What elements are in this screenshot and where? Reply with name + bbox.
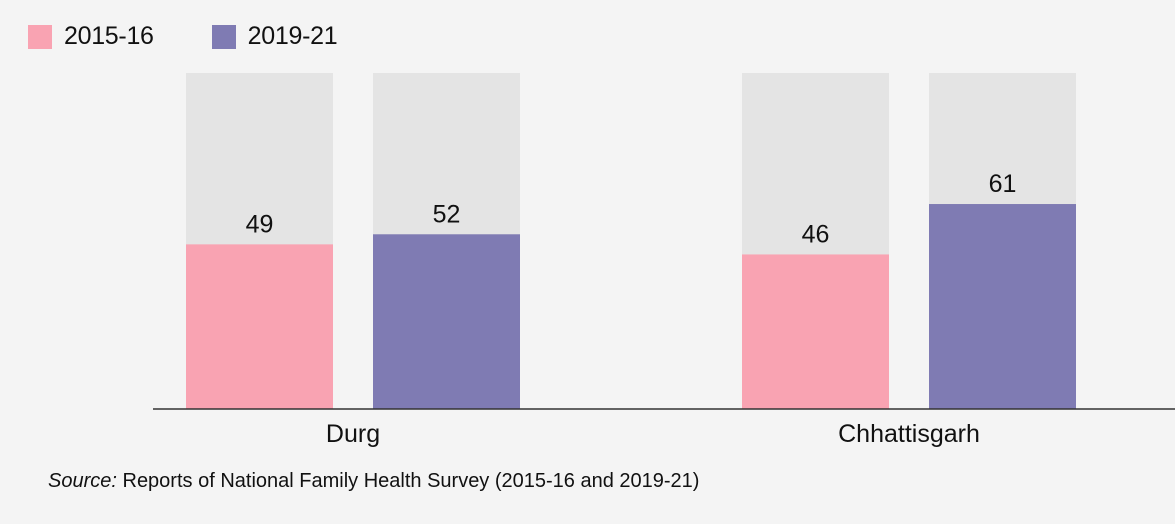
legend-item-2019-21: 2019-21 bbox=[211, 22, 338, 51]
data-label-durg-2015-16: 49 bbox=[246, 210, 274, 238]
legend-item-2015-16: 2015-16 bbox=[28, 22, 154, 51]
bar-durg-2019-21 bbox=[373, 234, 520, 409]
source-text: Reports of National Family Health Survey… bbox=[116, 470, 700, 492]
bar-durg-2015-16 bbox=[186, 244, 333, 409]
data-label-chhattisgarh-2019-21: 61 bbox=[989, 170, 1017, 198]
data-label-chhattisgarh-2015-16: 46 bbox=[802, 220, 830, 248]
source-note: Source: Reports of National Family Healt… bbox=[48, 470, 699, 493]
legend-swatch-2019-21 bbox=[211, 24, 236, 49]
legend-label-2019-21: 2019-21 bbox=[247, 22, 338, 50]
source-prefix: Source: bbox=[48, 470, 117, 492]
bar-chhattisgarh-2019-21 bbox=[929, 204, 1076, 409]
bar-chhattisgarh-2015-16 bbox=[742, 254, 889, 409]
legend-swatch-2015-16 bbox=[28, 24, 52, 49]
category-label-chhattisgarh: Chhattisgarh bbox=[838, 420, 980, 448]
category-label-durg: Durg bbox=[326, 420, 380, 448]
legend: 2015-16 2019-21 bbox=[28, 22, 395, 51]
data-label-durg-2019-21: 52 bbox=[433, 200, 461, 228]
legend-label-2015-16: 2015-16 bbox=[64, 22, 154, 50]
